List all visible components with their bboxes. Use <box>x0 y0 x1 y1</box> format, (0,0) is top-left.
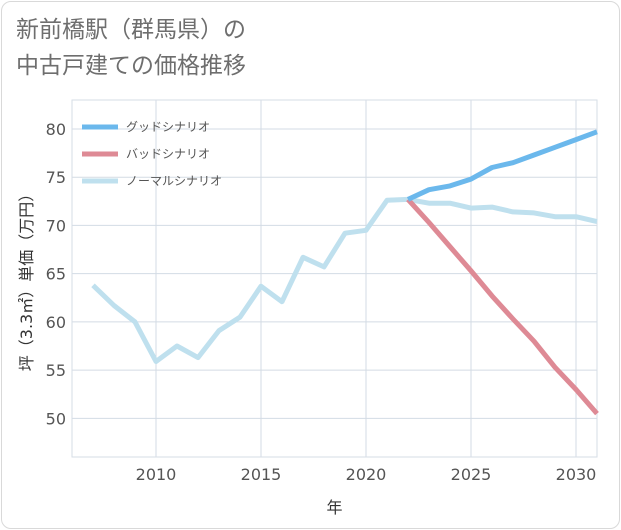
y-tick-label: 60 <box>46 313 66 332</box>
legend-label-1: バッドシナリオ <box>126 147 210 161</box>
plot-border <box>71 99 598 458</box>
x-tick-label: 2025 <box>451 465 492 484</box>
series-lines <box>91 129 599 416</box>
grid <box>72 100 597 457</box>
y-tick-label: 50 <box>46 409 66 428</box>
legend-label-2: ノーマルシナリオ <box>126 174 222 188</box>
y-tick-label: 80 <box>46 120 66 139</box>
x-tick-label: 2020 <box>346 465 387 484</box>
y-tick-label: 65 <box>46 265 66 284</box>
series-line-0 <box>406 129 598 202</box>
x-axis-label: 年 <box>326 498 342 517</box>
title-line-2: 中古戸建ての価格推移 <box>16 53 246 79</box>
chart-title: 新前橋駅（群馬県）の 中古戸建ての価格推移 <box>16 12 246 84</box>
x-tick-label: 2010 <box>136 465 177 484</box>
legend-label-0: グッドシナリオ <box>126 120 210 134</box>
y-tick-label: 75 <box>46 168 66 187</box>
series-line-2 <box>91 196 598 364</box>
y-axis-label: 坪（3.3㎡）単価（万円） <box>17 186 36 371</box>
title-line-1: 新前橋駅（群馬県）の <box>16 17 246 43</box>
x-tick-label: 2015 <box>241 465 282 484</box>
axis-ticks: 2010 2015 2020 2025 2030 50 55 60 65 70 75 80 <box>46 120 597 484</box>
plot-frame <box>71 99 598 458</box>
y-tick-label: 70 <box>46 216 66 235</box>
y-tick-label: 55 <box>46 361 66 380</box>
x-tick-label: 2030 <box>556 465 597 484</box>
series-line-1 <box>406 197 599 416</box>
